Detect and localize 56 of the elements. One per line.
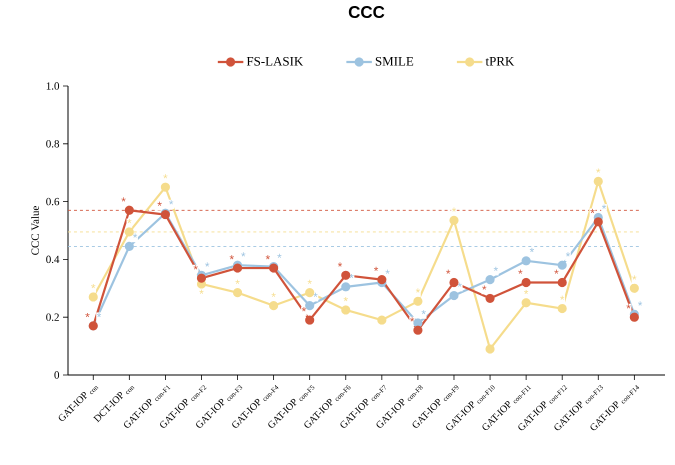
- data-label: *: [638, 301, 642, 306]
- data-label: *: [338, 262, 342, 267]
- data-label: *: [194, 265, 198, 270]
- data-label: *: [277, 254, 282, 258]
- y-axis-title: CCC Value: [31, 206, 39, 255]
- data-label: *: [385, 270, 390, 274]
- y-tick-label: 0.2: [46, 313, 59, 321]
- data-label: *: [266, 255, 270, 260]
- data-label: *: [374, 266, 378, 271]
- chart-title: CCC: [348, 6, 384, 18]
- y-tick-label: 0.4: [46, 256, 60, 264]
- data-label: *: [271, 292, 276, 297]
- data-label: *: [91, 284, 96, 288]
- legend-label: tPRK: [486, 57, 514, 66]
- data-label: *: [590, 208, 595, 214]
- y-tick-label: 0.8: [46, 140, 60, 148]
- data-label: *: [560, 296, 564, 300]
- data-label: *: [452, 207, 456, 212]
- data-label: *: [458, 282, 462, 287]
- legend-label: FS-LASIK: [246, 56, 304, 66]
- data-label: *: [235, 280, 240, 284]
- data-label: *: [199, 290, 204, 294]
- data-label: *: [566, 252, 570, 256]
- data-label: *: [626, 304, 631, 308]
- data-label: *: [494, 266, 498, 271]
- data-label: *: [132, 233, 138, 238]
- data-label: *: [416, 288, 420, 293]
- y-tick-label: 0.6: [46, 198, 60, 206]
- data-label: *: [602, 204, 606, 209]
- data-label: *: [482, 286, 486, 290]
- data-label: *: [596, 168, 600, 173]
- data-label: *: [308, 280, 312, 284]
- data-label: *: [632, 275, 636, 280]
- data-label: *: [85, 312, 90, 318]
- data-label: *: [96, 312, 102, 318]
- data-label: *: [205, 262, 210, 267]
- data-label: *: [302, 307, 306, 312]
- data-label: *: [446, 270, 450, 274]
- data-label: *: [127, 219, 132, 224]
- data-label: *: [313, 292, 318, 297]
- y-tick-label: 1.0: [46, 82, 60, 90]
- data-label: *: [241, 252, 246, 256]
- data-label: *: [530, 248, 534, 252]
- data-label: *: [524, 290, 528, 294]
- data-label: *: [157, 202, 162, 206]
- data-label: *: [169, 200, 174, 204]
- y-tick-label: 0: [54, 371, 60, 379]
- data-label: *: [230, 255, 234, 260]
- data-label: *: [518, 270, 522, 274]
- legend-label: SMILE: [376, 56, 414, 66]
- data-label: *: [422, 310, 426, 314]
- data-label: *: [121, 197, 126, 202]
- data-label: *: [554, 270, 559, 274]
- data-label: *: [344, 297, 348, 302]
- data-label: *: [410, 317, 414, 322]
- data-label: *: [163, 174, 168, 178]
